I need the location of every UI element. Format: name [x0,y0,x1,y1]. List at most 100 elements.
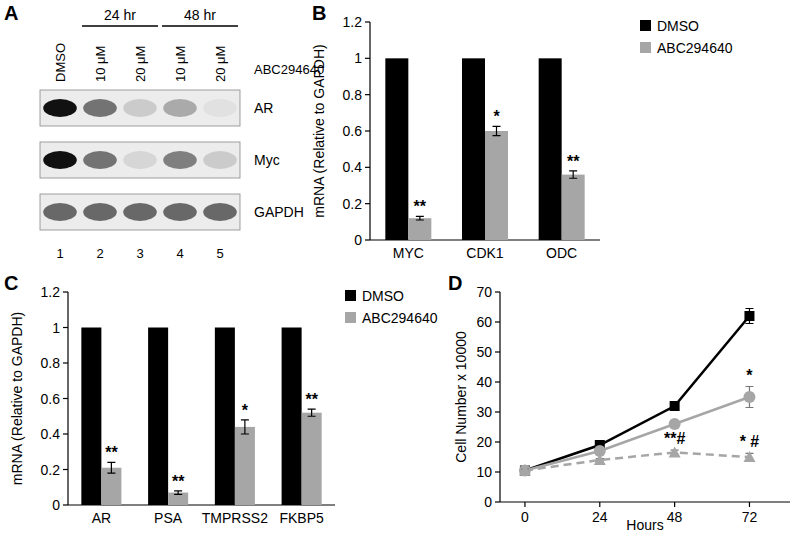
legend: DMSOABC294640 [640,18,733,56]
y-tick-label: 0.6 [343,123,363,139]
y-tick [63,291,68,292]
group-label: 24 hr [104,7,136,23]
y-tick-label: 1 [52,320,60,336]
bars [81,328,321,506]
y-axis-label: mRNA (Relative to GAPDH) [9,312,25,485]
lane-label: 20 μM [213,46,228,82]
bar [408,218,431,240]
y-tick-label: 0.4 [41,426,61,442]
band [123,151,157,169]
line-panel: D010203040506070Cell Number x 1000002448… [448,272,790,533]
x-tick-label: AR [92,510,111,526]
significance: ** [172,473,185,490]
y-tick [365,130,370,131]
lane-number: 2 [96,246,103,261]
y-tick-label: 30 [476,404,492,420]
y-tick-label: 0.8 [41,355,61,371]
y-tick [495,291,500,292]
y-tick [365,94,370,95]
significance: * [242,402,249,419]
annotations: ***** [414,108,581,215]
legend-swatch [640,20,651,31]
y-tick-label: 0 [354,232,362,248]
bar [282,328,302,506]
legend-label: DMSO [657,18,699,34]
y-tick [495,441,500,442]
y-tick [63,469,68,470]
y-tick [63,504,68,505]
band [163,151,197,169]
y-tick [365,239,370,240]
x-tick-label: CDK1 [466,245,504,261]
bar [485,131,508,240]
y-tick-label: 0.8 [343,87,363,103]
bars [385,58,584,240]
blot-panel: ADMSO10 μM20 μM10 μM20 μM24 hr48 hrABC29… [4,2,324,261]
lane-label: DMSO [53,43,68,82]
y-tick-label: 0.4 [343,159,363,175]
marker [743,391,755,403]
legend-swatch [640,42,651,53]
x-tick-label: MYC [393,245,424,261]
y-tick-label: 1 [354,50,362,66]
band [83,151,117,169]
band [43,151,77,169]
significance: ** [105,444,118,461]
x-tick [749,502,750,507]
y-tick [495,471,500,472]
blot-strip [40,90,240,126]
y-tick [365,21,370,22]
band [203,151,237,169]
panel-letter: B [312,2,326,24]
y-tick [495,351,500,352]
y-tick-label: 40 [476,374,492,390]
significance: ** [305,391,318,408]
marker [669,418,681,430]
y-tick [63,327,68,328]
y-axis [499,292,500,502]
lane-number: 5 [216,246,223,261]
group-line [82,25,158,27]
lane-label: 10 μM [93,46,108,82]
y-tick-label: 50 [476,344,492,360]
y-tick [495,501,500,502]
marker [744,311,754,321]
error-bar [745,309,753,324]
row-label: Myc [254,152,280,168]
band [163,99,197,117]
error-bar [174,491,182,495]
y-axis-label: mRNA (Relative to GAPDH) [311,44,327,217]
error-bar [493,126,501,135]
marker [670,401,680,411]
y-tick-label: 10 [476,464,492,480]
x-tick [599,502,600,507]
x-tick-label: ODC [546,245,577,261]
bar [215,328,235,506]
x-axis-label: Hours [626,517,663,533]
bar [302,413,322,505]
annotations: ***#* # [664,367,759,451]
y-tick-label: 0.2 [343,196,363,212]
row-label: GAPDH [254,204,304,220]
panel-letter: A [4,2,18,24]
x-tick-label: 0 [521,509,529,525]
significance: * [746,367,753,384]
x-tick-label: FKBP5 [279,510,324,526]
y-tick [365,203,370,204]
error-bar [308,409,316,416]
y-tick [63,362,68,363]
lane-number: 3 [136,246,143,261]
y-tick [365,58,370,59]
bar [562,175,585,240]
series-line [525,316,750,471]
band [83,99,117,117]
bar [81,328,101,506]
band [123,99,157,117]
legend-swatch [345,312,356,323]
y-tick-label: 1.2 [343,14,363,30]
significance: ** [414,198,427,215]
significance: * # [740,433,760,450]
lane-label: 20 μM [133,46,148,82]
x-tick-label: 24 [592,509,608,525]
band [43,203,77,221]
